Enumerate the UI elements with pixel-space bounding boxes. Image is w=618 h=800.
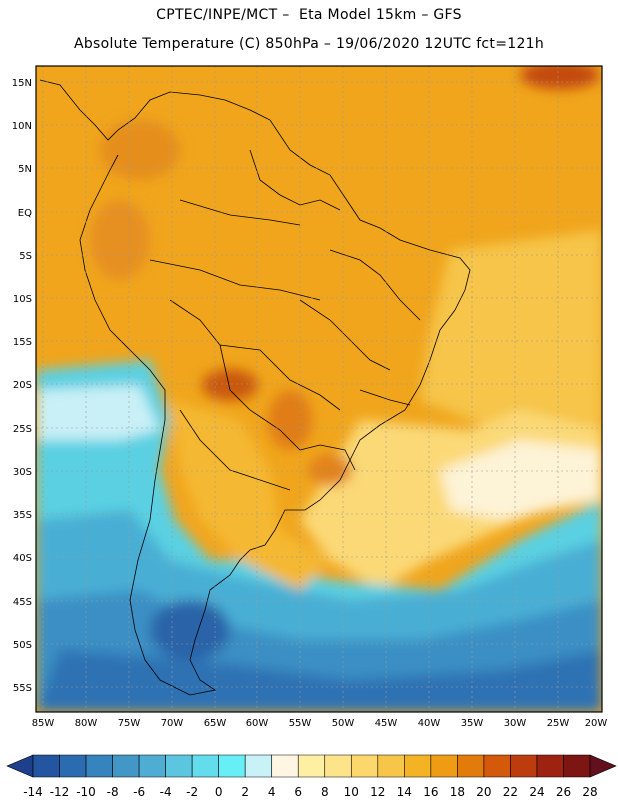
lat-label: 50S (13, 640, 32, 651)
lat-label: EQ (18, 208, 32, 219)
coastline-borders (39, 79, 471, 696)
colorbar-swatch (430, 754, 458, 778)
colorbar-tick-label: 28 (582, 785, 597, 799)
colorbar-max-arrow (589, 754, 617, 778)
lon-label: 70W (161, 718, 184, 729)
colorbar-swatch (138, 754, 166, 778)
colorbar-tick-label: 0 (215, 785, 223, 799)
colorbar-swatch (165, 754, 193, 778)
colorbar-swatch (85, 754, 113, 778)
colorbar-swatch (271, 754, 299, 778)
colorbar-tick-label: 26 (556, 785, 571, 799)
colorbar-tick-label: 4 (268, 785, 276, 799)
colorbar-swatch (59, 754, 87, 778)
longitude-labels: 85W 80W 75W 70W 65W 60W 55W 50W 45W 40W … (32, 718, 608, 729)
colorbar-min-arrow (6, 754, 34, 778)
map-frame (35, 65, 603, 713)
colorbar-swatch (563, 754, 591, 778)
lat-label: 15S (13, 337, 32, 348)
colorbar-swatch (350, 754, 379, 778)
lat-label: 35S (13, 510, 32, 521)
colorbar-swatch (324, 754, 352, 778)
lat-label: 45S (13, 597, 32, 608)
lat-label: 25S (13, 424, 32, 435)
colorbar-swatch (404, 754, 432, 778)
colorbar-tick-label: 10 (344, 785, 359, 799)
lon-label: 35W (461, 718, 484, 729)
lon-label: 20W (585, 718, 608, 729)
colorbar-tick-label: 12 (370, 785, 385, 799)
lat-label: 15N (12, 78, 32, 89)
lat-label: 40S (13, 553, 32, 564)
colorbar-tick-label: 20 (476, 785, 491, 799)
colorbar-tick-label: -12 (50, 785, 70, 799)
colorbar: -14 -12 -10 -8 -6 -4 -2 0 2 4 6 8 10 12 14 16 18 20 22 24 26… (6, 754, 617, 799)
grid-lines (36, 66, 602, 712)
lat-label: 5S (19, 251, 32, 262)
colorbar-tick-label: 2 (241, 785, 249, 799)
colorbar-swatch (32, 754, 60, 778)
colorbar-tick-label: -10 (76, 785, 96, 799)
lon-label: 50W (332, 718, 355, 729)
colorbar-tick-label: -6 (133, 785, 145, 799)
lat-label: 20S (13, 380, 32, 391)
colorbar-tick-label: -8 (107, 785, 119, 799)
lon-label: 30W (504, 718, 527, 729)
colorbar-swatch (218, 754, 246, 778)
colorbar-tick-label: 18 (450, 785, 465, 799)
lon-label: 80W (75, 718, 98, 729)
colorbar-tick-label: -4 (160, 785, 172, 799)
lon-label: 45W (375, 718, 398, 729)
colorbar-swatch (536, 754, 564, 778)
colorbar-tick-label: 6 (294, 785, 302, 799)
colorbar-tick-label: 8 (321, 785, 329, 799)
colorbar-swatch (510, 754, 538, 778)
colorbar-swatch (457, 754, 485, 778)
colorbar-swatch (191, 754, 219, 778)
lon-label: 65W (204, 718, 227, 729)
colorbar-tick-label: 14 (397, 785, 412, 799)
lon-label: 25W (547, 718, 570, 729)
colorbar-tick-label: 24 (529, 785, 544, 799)
colorbar-tick-label: -2 (186, 785, 198, 799)
lon-label: 40W (418, 718, 441, 729)
colorbar-swatch (377, 754, 405, 778)
lat-label: 55S (13, 683, 32, 694)
title-line-1: CPTEC/INPE/MCT – Eta Model 15km – GFS (156, 7, 462, 23)
lat-label: 10S (13, 294, 32, 305)
colorbar-swatch (244, 754, 273, 778)
latitude-labels: 15N 10N 5N EQ 5S 10S 15S 20S 25S 30S 35S… (12, 78, 32, 694)
lat-label: 30S (13, 467, 32, 478)
colorbar-tick-label: -14 (23, 785, 43, 799)
lon-label: 55W (289, 718, 312, 729)
colorbar-swatch (483, 754, 511, 778)
colorbar-swatch (297, 754, 326, 778)
colorbar-swatch (112, 754, 140, 778)
colorbar-tick-label: 22 (503, 785, 518, 799)
lat-label: 10N (12, 121, 32, 132)
lon-label: 60W (246, 718, 269, 729)
title-line-2: Absolute Temperature (C) 850hPa – 19/06/… (73, 36, 545, 52)
lon-label: 85W (32, 718, 55, 729)
colorbar-tick-label: 16 (423, 785, 438, 799)
lat-label: 5N (18, 164, 32, 175)
lon-label: 75W (118, 718, 141, 729)
temperature-field (36, 66, 602, 712)
